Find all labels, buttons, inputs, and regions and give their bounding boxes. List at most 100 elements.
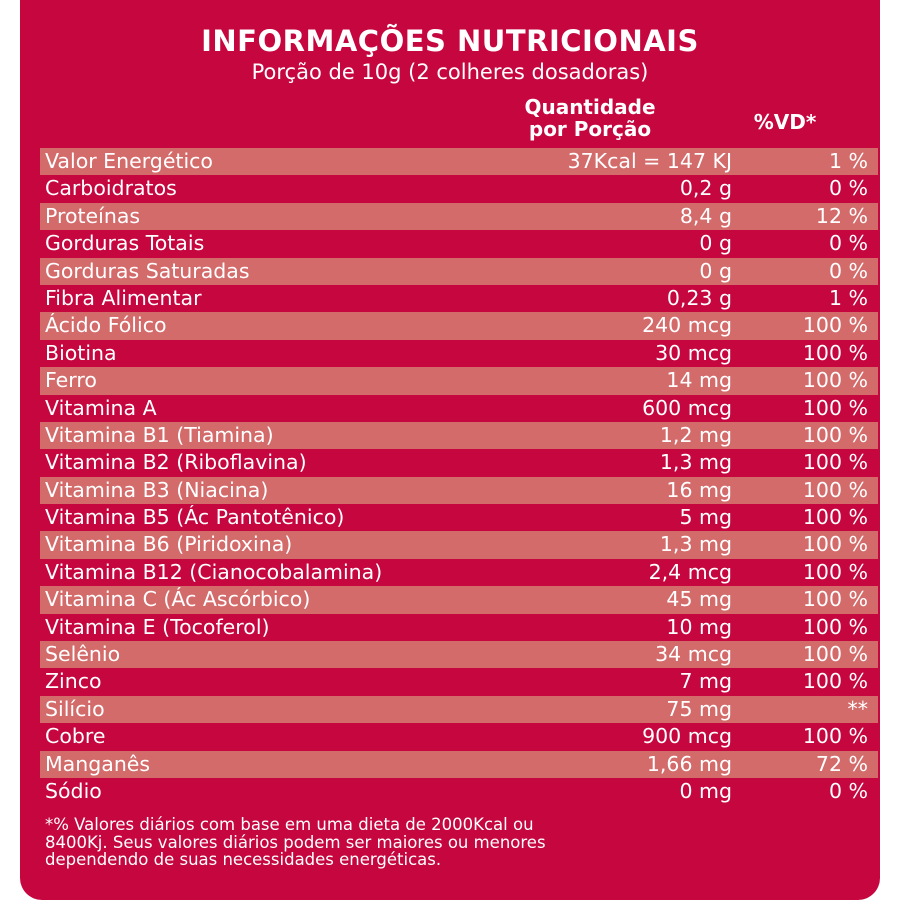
table-row: Carboidratos 0,2 g 0 %	[40, 175, 878, 203]
daily-value-column-header: %VD*	[753, 110, 817, 134]
table-row: Sódio 0 mg 0 %	[40, 777, 878, 806]
serving-size: Porção de 10g (2 colheres dosadoras)	[251, 60, 649, 84]
nutrient-daily-value: 100 %	[802, 395, 868, 420]
nutrient-quantity: 16 mg	[666, 477, 732, 502]
table-row: Ferro 14 mg 100 %	[40, 367, 878, 395]
table-row: Vitamina B1 (Tiamina) 1,2 mg 100 %	[40, 421, 878, 450]
nutrient-name: Valor Energético	[45, 149, 213, 173]
nutrient-quantity: 34 mcg	[655, 642, 732, 667]
nutrient-quantity: 1,3 mg	[659, 532, 732, 557]
nutrient-name: Vitamina E (Tocoferol)	[45, 614, 270, 639]
table-row: Vitamina B5 (Ác Pantotênico) 5 mg 100 %	[40, 504, 878, 532]
nutrient-daily-value: 72 %	[815, 751, 868, 776]
nutrient-name: Proteínas	[45, 203, 141, 228]
nutrient-name: Gorduras Saturadas	[45, 258, 250, 283]
nutrient-quantity: 0 g	[699, 231, 732, 256]
nutrient-quantity: 1,2 mg	[659, 422, 732, 447]
nutrient-daily-value: 0 %	[828, 176, 868, 201]
nutrient-quantity: 0 g	[699, 258, 732, 283]
nutrient-daily-value: 1 %	[828, 285, 868, 310]
nutrient-name: Vitamina B12 (Cianocobalamina)	[45, 559, 383, 584]
nutrient-daily-value: 100 %	[802, 422, 868, 447]
nutrient-quantity: 0 mg	[679, 778, 732, 803]
nutrient-quantity: 0,23 g	[666, 285, 732, 310]
table-row: Vitamina B2 (Riboflavina) 1,3 mg 100 %	[40, 449, 878, 477]
nutrient-quantity: 45 mg	[666, 587, 732, 612]
nutrient-daily-value: 100 %	[802, 724, 868, 749]
nutrient-name: Vitamina B1 (Tiamina)	[45, 422, 274, 447]
nutrient-quantity: 1,3 mg	[659, 450, 732, 475]
nutrient-name: Ferro	[45, 368, 97, 393]
table-row: Vitamina B6 (Piridoxina) 1,3 mg 100 %	[40, 531, 878, 559]
quantity-header-line2: por Porção	[528, 117, 652, 141]
nutrient-daily-value: 100 %	[802, 313, 868, 338]
table-row: Silício 75 mg **	[40, 695, 878, 724]
table-row: Fibra Alimentar 0,23 g 1 %	[40, 284, 878, 313]
table-row: Biotina 30 mcg 100 %	[40, 339, 878, 368]
table-row: Vitamina E (Tocoferol) 10 mg 100 %	[40, 613, 878, 642]
nutrient-daily-value: 100 %	[802, 505, 868, 530]
nutrient-name: Zinco	[45, 669, 102, 694]
quantity-column-header: Quantidade por Porção	[490, 96, 690, 140]
nutrient-quantity: 2,4 mcg	[648, 559, 732, 584]
nutrient-daily-value: 0 %	[828, 778, 868, 803]
footnote-line2: 8400Kj. Seus valores diários podem ser m…	[45, 832, 546, 852]
nutrient-quantity: 900 mcg	[642, 724, 732, 749]
table-row: Proteínas 8,4 g 12 %	[40, 202, 878, 231]
nutrient-daily-value: 100 %	[802, 587, 868, 612]
table-row: Gorduras Totais 0 g 0 %	[40, 230, 878, 258]
nutrition-title: INFORMAÇÕES NUTRICIONAIS	[201, 24, 699, 58]
nutrient-name: Gorduras Totais	[45, 231, 205, 256]
nutrient-quantity: 75 mg	[666, 696, 732, 721]
nutrient-daily-value: 100 %	[802, 532, 868, 557]
nutrient-name: Carboidratos	[45, 176, 177, 201]
table-row: Ácido Fólico 240 mcg 100 %	[40, 312, 878, 340]
nutrient-quantity: 30 mcg	[655, 340, 732, 365]
nutrient-name: Ácido Fólico	[45, 313, 167, 338]
nutrient-daily-value: 100 %	[802, 642, 868, 667]
nutrient-name: Cobre	[45, 724, 106, 749]
table-row: Vitamina A 600 mcg 100 %	[40, 394, 878, 422]
table-row: Manganês 1,66 mg 72 %	[40, 750, 878, 778]
nutrient-daily-value: 100 %	[802, 614, 868, 639]
nutrient-name: Vitamina B5 (Ác Pantotênico)	[45, 505, 345, 530]
nutrient-quantity: 0,2 g	[679, 176, 732, 201]
footnote-line3: dependendo de suas necessidades energéti…	[45, 850, 442, 869]
nutrient-daily-value: 100 %	[802, 559, 868, 584]
nutrient-name: Vitamina B2 (Riboflavina)	[45, 450, 307, 475]
table-row: Vitamina B12 (Cianocobalamina) 2,4 mcg 100…	[40, 558, 878, 587]
nutrition-facts-panel: INFORMAÇÕES NUTRICIONAIS Porção de 10g (…	[20, 0, 880, 900]
nutrient-name: Vitamina B6 (Piridoxina)	[45, 532, 293, 557]
nutrient-name: Vitamina B3 (Niacina)	[45, 477, 269, 502]
nutrient-quantity: 8,4 g	[679, 203, 732, 228]
nutrient-quantity: 240 mcg	[642, 313, 732, 338]
nutrient-daily-value: 1 %	[828, 149, 868, 173]
nutrient-quantity: 14 mg	[666, 368, 732, 393]
nutrient-name: Fibra Alimentar	[45, 285, 202, 310]
nutrient-quantity: 600 mcg	[642, 395, 732, 420]
nutrient-name: Manganês	[45, 751, 151, 776]
nutrient-name: Silício	[45, 696, 105, 721]
nutrient-name: Selênio	[45, 642, 121, 667]
nutrient-daily-value: 100 %	[802, 669, 868, 694]
nutrient-daily-value: 0 %	[828, 258, 868, 283]
nutrition-table: Valor Energético 37Kcal = 147 KJ 1 % Carboi…	[40, 148, 878, 806]
nutrient-daily-value: 12 %	[815, 203, 868, 228]
nutrient-daily-value: 100 %	[802, 368, 868, 393]
quantity-header-line1: Quantidade	[524, 95, 656, 119]
nutrient-quantity: 5 mg	[679, 505, 732, 530]
nutrient-name: Vitamina A	[45, 395, 157, 420]
footnote-line1: *% Valores diários com base em uma dieta…	[45, 815, 534, 834]
nutrient-quantity: 37Kcal = 147 KJ	[567, 149, 732, 173]
nutrient-daily-value: 100 %	[802, 340, 868, 365]
nutrient-daily-value: **	[847, 696, 869, 721]
nutrient-quantity: 7 mg	[679, 669, 732, 694]
nutrient-daily-value: 100 %	[802, 477, 868, 502]
nutrient-name: Sódio	[45, 778, 102, 803]
table-row: Valor Energético 37Kcal = 147 KJ 1 %	[40, 148, 878, 176]
table-row: Selênio 34 mcg 100 %	[40, 641, 878, 669]
table-row: Zinco 7 mg 100 %	[40, 668, 878, 696]
table-row: Gorduras Saturadas 0 g 0 %	[40, 257, 878, 285]
nutrient-quantity: 10 mg	[666, 614, 732, 639]
table-row: Vitamina C (Ác Ascórbico) 45 mg 100 %	[40, 586, 878, 614]
